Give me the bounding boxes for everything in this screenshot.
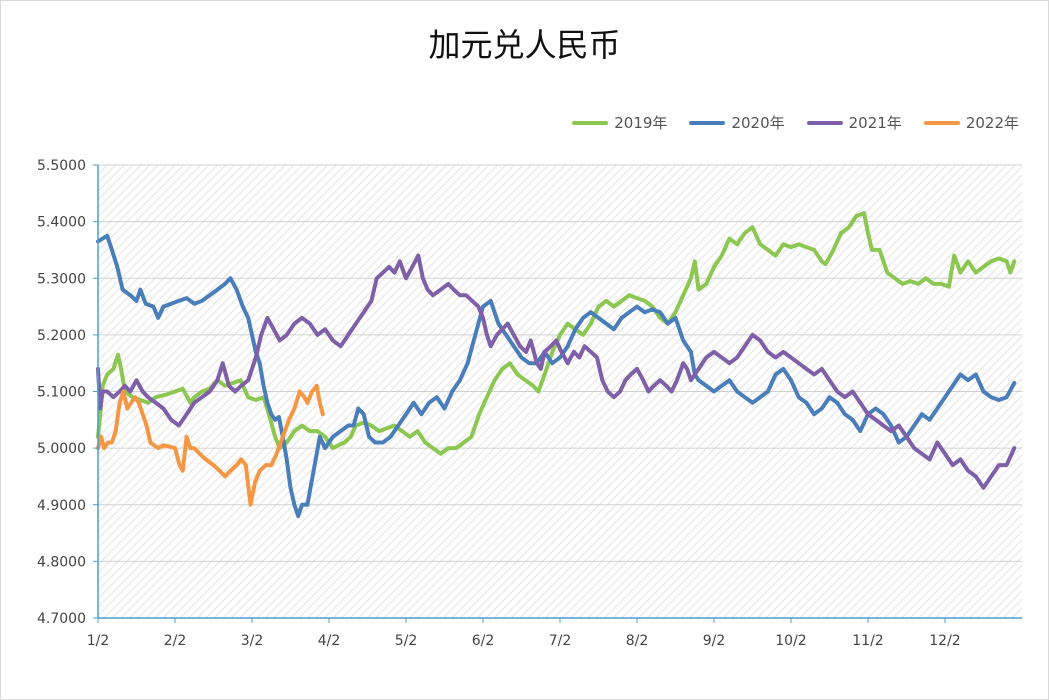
series-line-2021年 [96,253,1017,490]
x-tick-label: 6/2 [472,633,495,649]
y-tick-label: 5.0000 [37,441,86,457]
y-tick-label: 5.2000 [37,328,86,344]
legend-swatch [572,120,609,125]
legend-label: 2021年 [848,114,902,132]
chart-title: 加元兑人民币 [428,26,621,64]
series-lines [96,211,1017,519]
x-tick-label: 3/2 [241,633,264,649]
legend-item: 2019年 [572,112,667,133]
y-tick-label: 5.3000 [37,271,86,287]
legend-item: 2021年 [806,112,902,133]
legend-label: 2022年 [965,114,1019,132]
series-line-2020年 [96,233,1017,519]
series-line-2022年 [96,383,325,507]
gridlines [98,164,1022,619]
legend-item: 2020年 [689,112,785,133]
x-tick-label: 2/2 [164,633,187,649]
axes: 4.7000 4.8000 4.9000 5.0000 5.1000 5.2000 5.30… [37,158,1022,649]
x-tick-label: 5/2 [395,633,418,649]
legend-label: 2019年 [614,114,668,132]
y-tick-label: 4.7000 [37,611,86,627]
x-tick-label: 8/2 [626,633,649,649]
y-tick-label: 4.8000 [37,554,86,570]
legend-label: 2020年 [731,114,785,132]
x-tick-label: 12/2 [929,633,960,649]
legend: 2019年 2020年 2021年 2022年 [572,112,1019,133]
x-tick-label: 9/2 [703,633,726,649]
x-tick-label: 11/2 [852,633,883,649]
y-tick-label: 4.9000 [37,498,86,514]
x-tick-label: 10/2 [775,633,806,649]
y-tick-label: 5.4000 [37,215,86,231]
series-line-2019年 [96,211,1017,456]
y-tick-label: 5.5000 [37,158,86,174]
x-tick-label: 4/2 [318,633,341,649]
legend-item: 2022年 [923,112,1019,133]
legend-swatch [806,120,843,125]
legend-swatch [923,120,960,125]
x-tick-label: 1/2 [87,633,110,649]
legend-swatch [689,120,726,125]
x-tick-label: 7/2 [549,633,572,649]
y-tick-label: 5.1000 [37,385,86,401]
